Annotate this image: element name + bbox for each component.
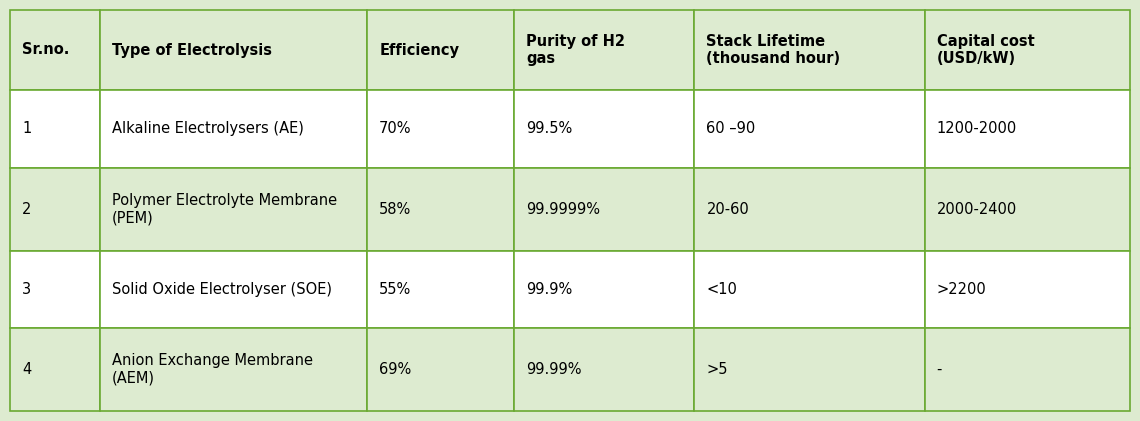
- Bar: [99, 328, 367, 411]
- Text: -: -: [937, 362, 942, 377]
- Bar: [925, 328, 1130, 411]
- Text: 99.99%: 99.99%: [526, 362, 581, 377]
- Bar: [925, 168, 1130, 250]
- Bar: [367, 328, 514, 411]
- Text: Capital cost
(USD/kW): Capital cost (USD/kW): [937, 34, 1034, 66]
- Bar: [10, 328, 99, 411]
- Text: Stack Lifetime
(thousand hour): Stack Lifetime (thousand hour): [707, 34, 840, 66]
- Text: 55%: 55%: [380, 282, 412, 297]
- Text: Alkaline Electrolysers (AE): Alkaline Electrolysers (AE): [112, 121, 303, 136]
- Text: 60 –90: 60 –90: [707, 121, 756, 136]
- Bar: [514, 90, 694, 168]
- Text: 1: 1: [22, 121, 31, 136]
- Bar: [99, 250, 367, 328]
- Bar: [694, 328, 925, 411]
- Text: >5: >5: [707, 362, 728, 377]
- Text: 69%: 69%: [380, 362, 412, 377]
- Bar: [10, 250, 99, 328]
- Text: 20-60: 20-60: [707, 202, 749, 217]
- Bar: [694, 168, 925, 250]
- Text: Efficiency: Efficiency: [380, 43, 459, 58]
- Text: 58%: 58%: [380, 202, 412, 217]
- Bar: [367, 90, 514, 168]
- Text: Purity of H2
gas: Purity of H2 gas: [526, 34, 625, 66]
- Bar: [10, 168, 99, 250]
- Bar: [367, 10, 514, 90]
- Bar: [694, 90, 925, 168]
- Text: 70%: 70%: [380, 121, 412, 136]
- Text: Sr.no.: Sr.no.: [22, 43, 70, 58]
- Text: Solid Oxide Electrolyser (SOE): Solid Oxide Electrolyser (SOE): [112, 282, 332, 297]
- Text: Type of Electrolysis: Type of Electrolysis: [112, 43, 271, 58]
- Bar: [514, 10, 694, 90]
- Bar: [925, 250, 1130, 328]
- Bar: [99, 168, 367, 250]
- Bar: [694, 250, 925, 328]
- Bar: [514, 250, 694, 328]
- Bar: [514, 168, 694, 250]
- Text: 1200-2000: 1200-2000: [937, 121, 1017, 136]
- Bar: [99, 10, 367, 90]
- Text: <10: <10: [707, 282, 738, 297]
- Text: 3: 3: [22, 282, 31, 297]
- Bar: [10, 10, 99, 90]
- Bar: [99, 90, 367, 168]
- Bar: [514, 328, 694, 411]
- Text: 99.9%: 99.9%: [526, 282, 572, 297]
- Bar: [367, 168, 514, 250]
- Text: Polymer Electrolyte Membrane
(PEM): Polymer Electrolyte Membrane (PEM): [112, 193, 336, 225]
- Bar: [694, 10, 925, 90]
- Text: 99.5%: 99.5%: [526, 121, 572, 136]
- Text: 2000-2400: 2000-2400: [937, 202, 1017, 217]
- Bar: [925, 90, 1130, 168]
- Text: >2200: >2200: [937, 282, 986, 297]
- Bar: [10, 90, 99, 168]
- Bar: [367, 250, 514, 328]
- Bar: [925, 10, 1130, 90]
- Text: 2: 2: [22, 202, 32, 217]
- Text: 99.9999%: 99.9999%: [526, 202, 600, 217]
- Text: Anion Exchange Membrane
(AEM): Anion Exchange Membrane (AEM): [112, 354, 312, 386]
- Text: 4: 4: [22, 362, 31, 377]
